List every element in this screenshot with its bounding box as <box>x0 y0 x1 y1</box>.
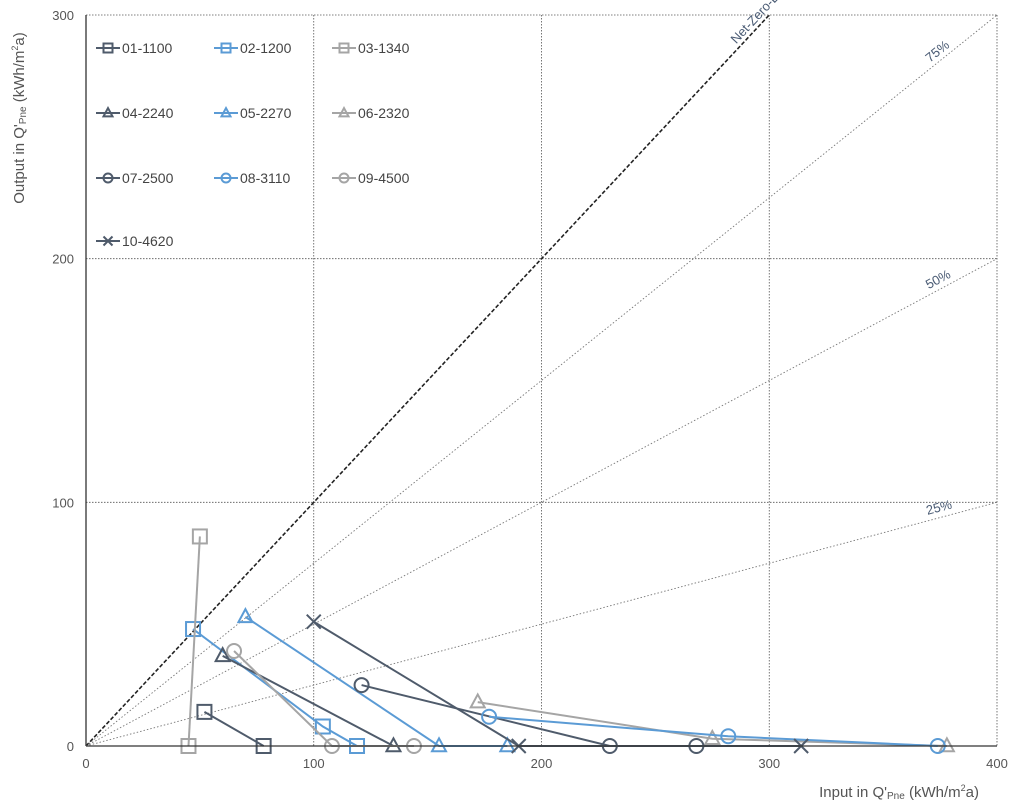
legend-label: 08-3110 <box>240 170 291 186</box>
y-tick-label: 300 <box>52 8 74 23</box>
series-line-10-4620 <box>313 620 802 747</box>
legend-item-04-2240: 04-2240 <box>96 105 174 121</box>
legend-marker <box>338 42 350 54</box>
data-point-05-2270 <box>236 607 255 624</box>
data-point-03-1340 <box>191 528 208 545</box>
legend-item-05-2270: 05-2270 <box>214 105 292 121</box>
axes-layer: 0 100 200 300 400 0 100 200 300 Input in Q'Pne (k… <box>10 8 1008 802</box>
data-point-06-2320 <box>938 736 956 753</box>
legend-item-01-1100: 01-1100 <box>96 40 173 56</box>
legend-label: 06-2320 <box>358 105 410 121</box>
reference-line-label-net-zero-energy: Net-Zero-Energy <box>727 0 804 46</box>
y-tick-label: 100 <box>52 495 74 510</box>
series-05-2270 <box>236 607 517 753</box>
legend-label: 09-4500 <box>358 170 410 186</box>
x-tick-label: 300 <box>758 756 780 771</box>
x-axis-title: Input in Q'Pne (kWh/m2a) <box>819 783 979 802</box>
data-point-06-2320 <box>469 692 487 709</box>
y-axis-title: Output in Q'Pne (kWh/m2a) <box>10 32 29 204</box>
legend-marker <box>102 172 114 184</box>
data-point-10-4620 <box>306 614 322 630</box>
legend-label: 04-2240 <box>122 105 174 121</box>
data-point-05-2270 <box>498 736 517 753</box>
legend-marker <box>337 105 351 118</box>
data-point-02-1200 <box>185 621 202 638</box>
series-07-2500 <box>353 677 705 754</box>
data-point-01-1100 <box>196 703 213 720</box>
data-point-02-1200 <box>314 718 331 735</box>
legend-marker <box>338 172 350 184</box>
grid-layer <box>86 14 998 746</box>
series-line-01-1100 <box>203 711 265 747</box>
legend-marker <box>220 42 232 54</box>
series-04-2240 <box>213 646 403 753</box>
data-point-07-2500 <box>353 677 370 694</box>
reference-line-net-zero-energy <box>85 14 770 747</box>
legend-marker <box>102 42 114 54</box>
legend-label: 07-2500 <box>122 170 174 186</box>
legend: 01-1100 02-1200 03-1340 04-2240 05-2270 06-23… <box>96 40 410 249</box>
data-point-05-2270 <box>430 736 448 753</box>
data-point-09-4500 <box>226 642 243 659</box>
reference-line-label-25: 25% <box>924 496 953 517</box>
data-point-04-2240 <box>213 646 232 663</box>
data-point-06-2320 <box>703 728 721 745</box>
legend-label: 02-1200 <box>240 40 292 56</box>
x-tick-label: 200 <box>531 756 553 771</box>
legend-item-02-1200: 02-1200 <box>214 40 292 56</box>
legend-marker <box>101 105 115 118</box>
legend-marker <box>220 172 232 184</box>
series-layer <box>180 528 956 754</box>
series-line-03-1340 <box>187 536 201 747</box>
reference-line-label-75: 75% <box>922 37 952 65</box>
legend-label: 01-1100 <box>122 40 173 56</box>
legend-item-08-3110: 08-3110 <box>214 170 291 186</box>
legend-label: 03-1340 <box>358 40 410 56</box>
series-09-4500 <box>226 642 422 754</box>
series-line-02-1200 <box>192 628 358 747</box>
legend-item-03-1340: 03-1340 <box>332 40 410 56</box>
legend-item-09-4500: 09-4500 <box>332 170 410 186</box>
legend-label: 10-4620 <box>122 233 174 249</box>
series-line-05-2270 <box>244 616 508 747</box>
legend-marker <box>219 105 233 118</box>
data-point-04-2240 <box>384 736 403 753</box>
x-tick-label: 400 <box>986 756 1008 771</box>
reference-line-label-50: 50% <box>923 266 953 292</box>
x-tick-label: 0 <box>82 756 89 771</box>
data-point-08-3110 <box>720 728 737 745</box>
series-02-1200 <box>185 621 366 754</box>
y-tick-label: 0 <box>67 739 74 754</box>
legend-item-06-2320: 06-2320 <box>332 105 410 121</box>
reference-line-75 <box>85 14 998 747</box>
x-tick-label: 100 <box>303 756 325 771</box>
data-point-08-3110 <box>481 708 498 725</box>
legend-item-10-4620: 10-4620 <box>96 233 174 249</box>
series-line-06-2320 <box>477 701 947 747</box>
legend-label: 05-2270 <box>240 105 292 121</box>
series-line-08-3110 <box>489 715 938 747</box>
series-line-07-2500 <box>361 684 697 747</box>
y-tick-label: 200 <box>52 252 74 267</box>
legend-item-07-2500: 07-2500 <box>96 170 174 186</box>
series-line-04-2240 <box>222 654 394 747</box>
legend-marker <box>102 235 114 247</box>
